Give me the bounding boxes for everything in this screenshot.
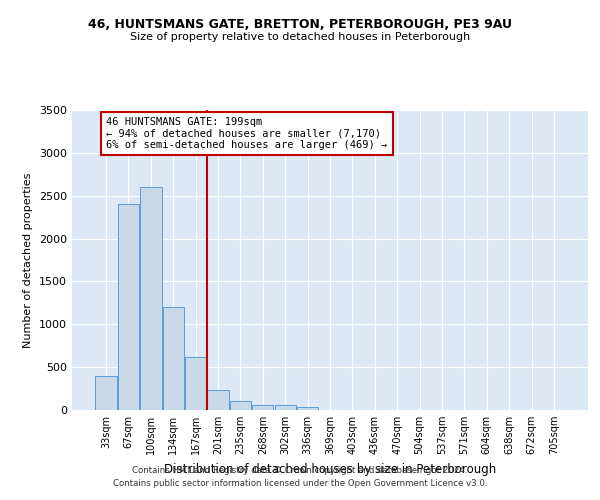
Bar	[95, 376, 117, 410]
Bar	[252, 405, 274, 410]
Bar	[230, 402, 251, 410]
Text: Contains HM Land Registry data © Crown copyright and database right 2024.
Contai: Contains HM Land Registry data © Crown c…	[113, 466, 487, 487]
Bar	[140, 187, 161, 410]
Text: 46 HUNTSMANS GATE: 199sqm
← 94% of detached houses are smaller (7,170)
6% of sem: 46 HUNTSMANS GATE: 199sqm ← 94% of detac…	[106, 117, 388, 150]
Text: 46, HUNTSMANS GATE, BRETTON, PETERBOROUGH, PE3 9AU: 46, HUNTSMANS GATE, BRETTON, PETERBOROUG…	[88, 18, 512, 30]
Text: Size of property relative to detached houses in Peterborough: Size of property relative to detached ho…	[130, 32, 470, 42]
Bar	[297, 406, 318, 410]
Bar	[185, 357, 206, 410]
Bar	[118, 204, 139, 410]
Bar	[275, 406, 296, 410]
Y-axis label: Number of detached properties: Number of detached properties	[23, 172, 34, 348]
Bar	[163, 307, 184, 410]
Bar	[208, 390, 229, 410]
X-axis label: Distribution of detached houses by size in Peterborough: Distribution of detached houses by size …	[164, 462, 496, 475]
